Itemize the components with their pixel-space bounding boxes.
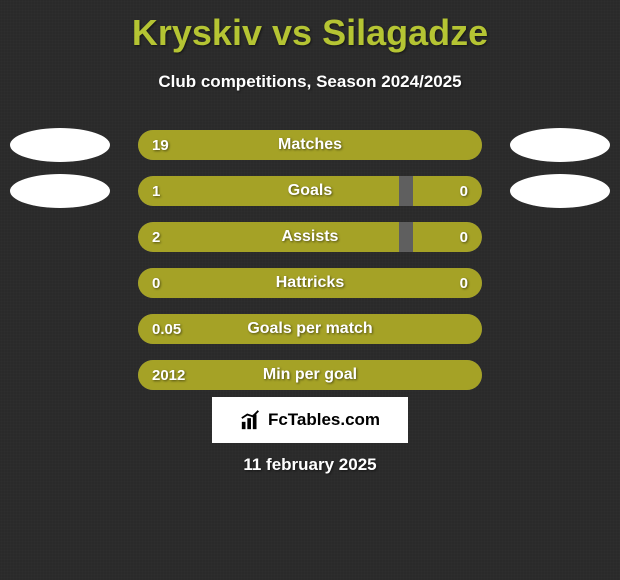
stat-bar: 20Assists [138,222,482,252]
player1-avatar [10,128,110,162]
stat-label: Hattricks [138,268,482,298]
stat-label: Assists [138,222,482,252]
stat-label: Min per goal [138,360,482,390]
stat-bar: 19Matches [138,130,482,160]
player2-avatar [510,174,610,208]
stat-label: Goals per match [138,314,482,344]
stat-row: 2012Min per goal [0,352,620,398]
stats-container: 19Matches 10Goals 20Assists 00Hattricks 0.05… [0,122,620,398]
player1-name: Kryskiv [132,12,262,53]
player1-avatar [10,174,110,208]
player2-name: Silagadze [322,12,488,53]
watermark-text: FcTables.com [268,410,380,430]
stat-row: 00Hattricks [0,260,620,306]
player2-avatar [510,128,610,162]
stat-bar: 2012Min per goal [138,360,482,390]
vs-text: vs [272,12,312,53]
stat-label: Goals [138,176,482,206]
footer-date: 11 february 2025 [0,455,620,475]
stat-bar: 00Hattricks [138,268,482,298]
stat-row: 20Assists [0,214,620,260]
chart-icon [240,409,262,431]
stat-row: 0.05Goals per match [0,306,620,352]
stat-bar: 10Goals [138,176,482,206]
comparison-title: Kryskiv vs Silagadze [0,0,620,54]
competition-subtitle: Club competitions, Season 2024/2025 [0,72,620,92]
stat-row: 10Goals [0,168,620,214]
watermark-logo: FcTables.com [212,397,408,443]
stat-row: 19Matches [0,122,620,168]
stat-bar: 0.05Goals per match [138,314,482,344]
stat-label: Matches [138,130,482,160]
